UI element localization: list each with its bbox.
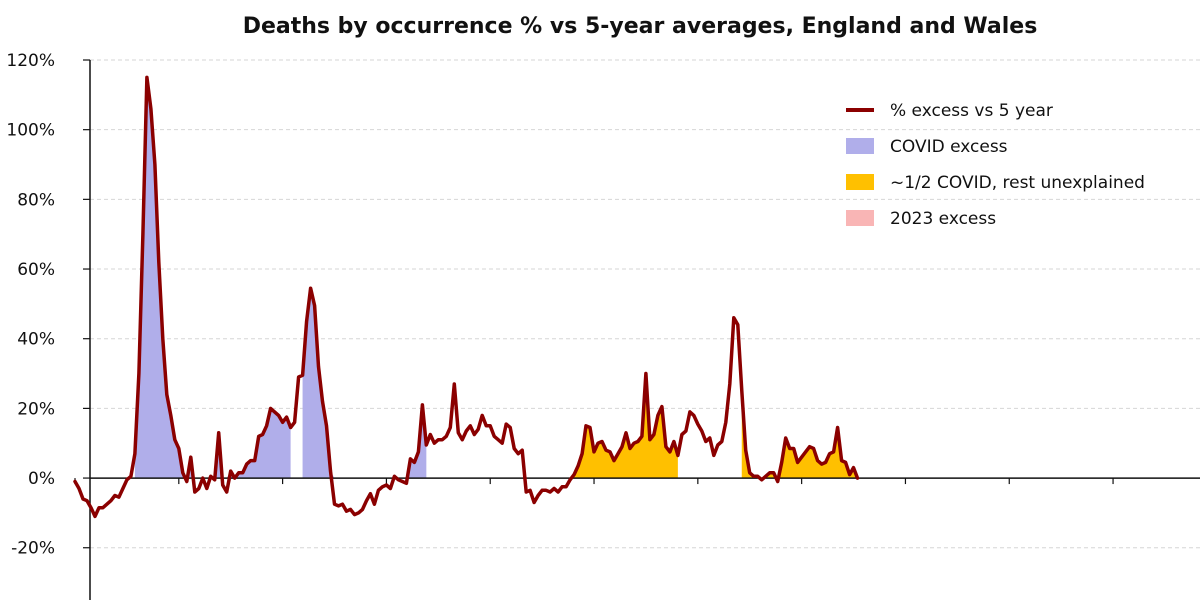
y-tick-label: 20% — [17, 399, 55, 419]
y-tick-label: 40% — [17, 330, 55, 350]
chart-title: Deaths by occurrence % vs 5-year average… — [242, 14, 1038, 39]
legend-layer: % excess vs 5 year COVID excess ~1/2 COVID… — [846, 101, 1145, 229]
legend-label-covid: COVID excess — [890, 137, 1008, 157]
y-tick-label: 60% — [17, 260, 55, 280]
y-tick-label: 100% — [6, 121, 55, 141]
y-tick-label: 80% — [17, 190, 55, 210]
y-tick-label: 120% — [6, 51, 55, 71]
line-layer — [73, 75, 860, 519]
legend-label-line: % excess vs 5 year — [890, 101, 1053, 121]
area-layer — [134, 77, 858, 479]
series-line — [73, 75, 860, 519]
axis-layer: -20% 0% 20% 40% 60% 80% 100% 120% — [6, 51, 1200, 600]
legend-swatch-covid — [846, 138, 874, 154]
y-tick-label: -20% — [11, 539, 55, 559]
legend-label-half: ~1/2 COVID, rest unexplained — [890, 173, 1145, 193]
region-half — [530, 373, 678, 479]
legend-swatch-y2023 — [846, 210, 874, 226]
legend-swatch-half — [846, 174, 874, 190]
y-tick-label: 0% — [28, 469, 55, 489]
region-covid — [302, 288, 427, 479]
legend-label-y2023: 2023 excess — [890, 209, 996, 229]
